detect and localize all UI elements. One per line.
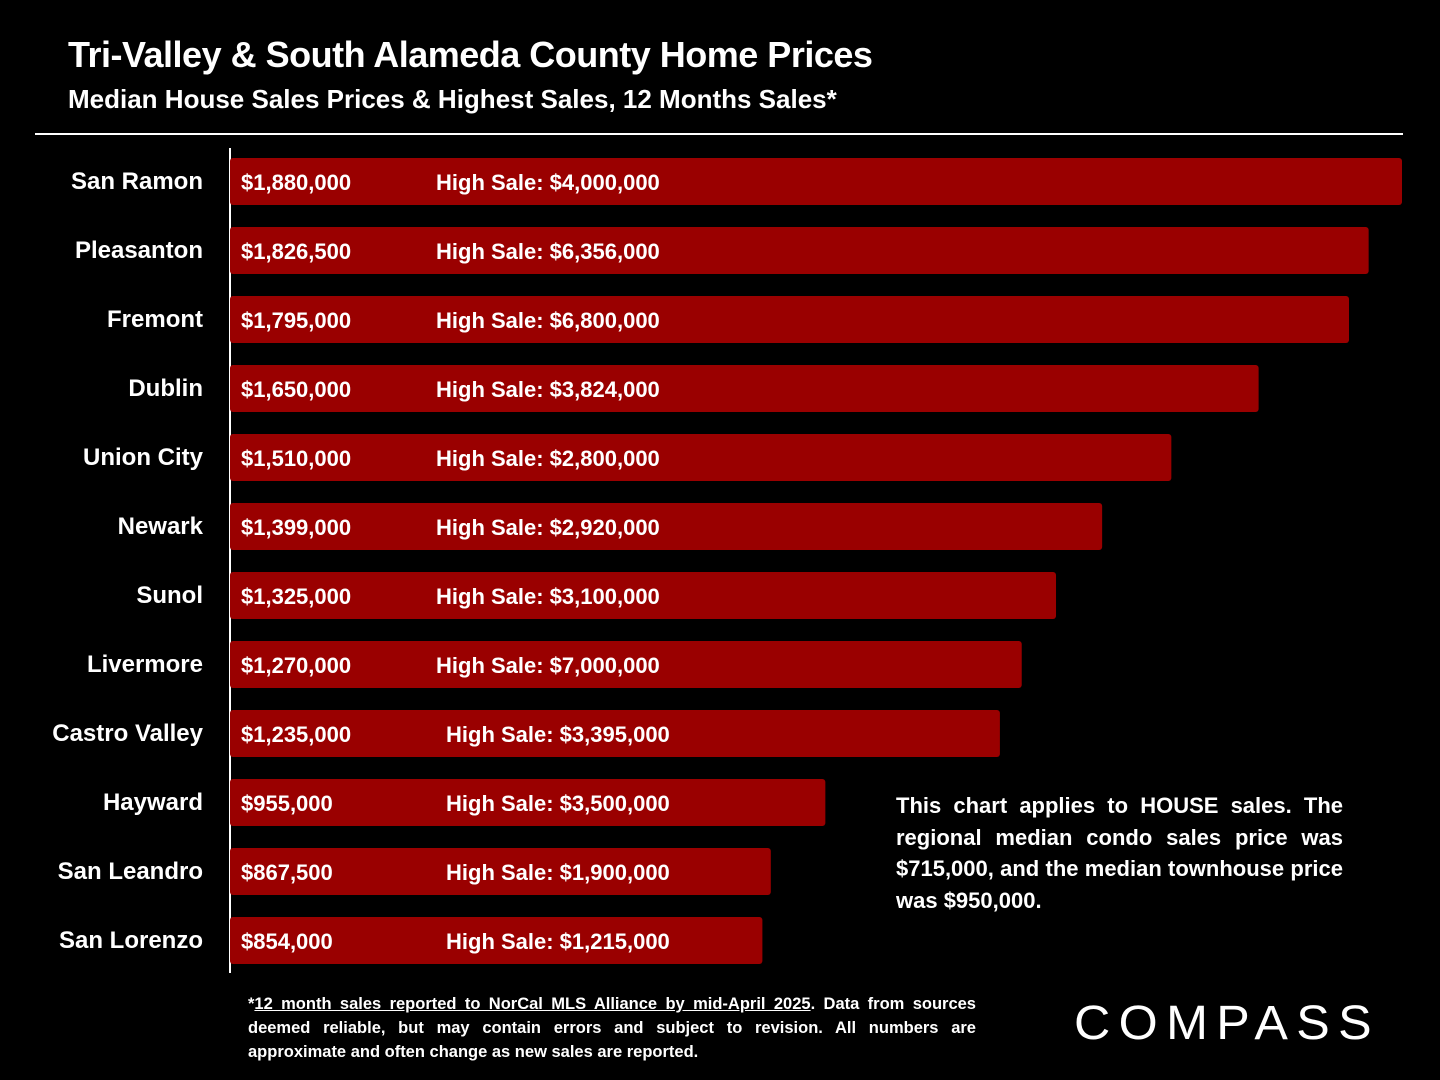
bar bbox=[230, 503, 1103, 550]
bar bbox=[230, 710, 1000, 757]
value-label: $1,826,500 bbox=[241, 239, 351, 264]
footnote: *12 month sales reported to NorCal MLS A… bbox=[248, 992, 976, 1064]
chart-title: Tri-Valley & South Alameda County Home P… bbox=[68, 34, 873, 75]
high-sale-label: High Sale: $3,395,000 bbox=[446, 722, 670, 747]
category-label: Newark bbox=[118, 513, 204, 540]
value-label: $1,650,000 bbox=[241, 377, 351, 402]
bar bbox=[230, 848, 771, 895]
category-label: Castro Valley bbox=[52, 720, 203, 747]
value-label: $1,235,000 bbox=[241, 722, 351, 747]
bar bbox=[230, 434, 1172, 481]
high-sale-label: High Sale: $7,000,000 bbox=[436, 653, 660, 678]
category-label: San Ramon bbox=[71, 168, 203, 195]
value-label: $1,399,000 bbox=[241, 515, 351, 540]
chart-subtitle: Median House Sales Prices & Highest Sale… bbox=[68, 84, 837, 114]
category-label: Dublin bbox=[128, 375, 203, 402]
bar-chart: San Ramon $1,880,000 High Sale: $4,000,000… bbox=[52, 148, 1402, 973]
footnote-source: 12 month sales reported to NorCal MLS Al… bbox=[254, 995, 811, 1013]
high-sale-label: High Sale: $4,000,000 bbox=[436, 170, 660, 195]
category-label: Sunol bbox=[136, 582, 203, 609]
category-label: Hayward bbox=[103, 789, 203, 816]
footnote-asterisk: * bbox=[248, 995, 255, 1013]
bar bbox=[230, 365, 1259, 412]
category-label: Pleasanton bbox=[75, 237, 203, 264]
high-sale-label: High Sale: $6,356,000 bbox=[436, 239, 660, 264]
high-sale-label: High Sale: $3,824,000 bbox=[436, 377, 660, 402]
value-label: $1,880,000 bbox=[241, 170, 351, 195]
bar bbox=[230, 296, 1350, 343]
category-label: San Lorenzo bbox=[59, 927, 203, 954]
bar bbox=[230, 572, 1057, 619]
category-label: Union City bbox=[83, 444, 204, 471]
bar bbox=[230, 779, 826, 826]
chart-note: This chart applies to HOUSE sales. The r… bbox=[896, 793, 1343, 913]
bar bbox=[230, 158, 1402, 205]
bar bbox=[230, 641, 1022, 688]
high-sale-label: High Sale: $6,800,000 bbox=[436, 308, 660, 333]
bar bbox=[230, 227, 1369, 274]
category-label: Livermore bbox=[87, 651, 203, 678]
value-label: $1,325,000 bbox=[241, 584, 351, 609]
category-label: San Leandro bbox=[58, 858, 203, 885]
title-divider bbox=[35, 133, 1403, 135]
high-sale-label: High Sale: $1,215,000 bbox=[446, 929, 670, 954]
bar bbox=[230, 917, 763, 964]
logo-wordmark: COMPASS bbox=[1074, 997, 1380, 1049]
value-label: $867,500 bbox=[241, 860, 333, 885]
high-sale-label: High Sale: $1,900,000 bbox=[446, 860, 670, 885]
value-label: $1,270,000 bbox=[241, 653, 351, 678]
value-label: $1,795,000 bbox=[241, 308, 351, 333]
high-sale-label: High Sale: $2,920,000 bbox=[436, 515, 660, 540]
high-sale-label: High Sale: $2,800,000 bbox=[436, 446, 660, 471]
category-label: Fremont bbox=[107, 306, 203, 333]
footnote-disclaimer: . Data from sources deemed reliable, but… bbox=[248, 995, 976, 1061]
value-label: $854,000 bbox=[241, 929, 333, 954]
value-label: $955,000 bbox=[241, 791, 333, 816]
high-sale-label: High Sale: $3,500,000 bbox=[446, 791, 670, 816]
high-sale-label: High Sale: $3,100,000 bbox=[436, 584, 660, 609]
compass-logo: COMPASS bbox=[1074, 997, 1380, 1049]
value-label: $1,510,000 bbox=[241, 446, 351, 471]
